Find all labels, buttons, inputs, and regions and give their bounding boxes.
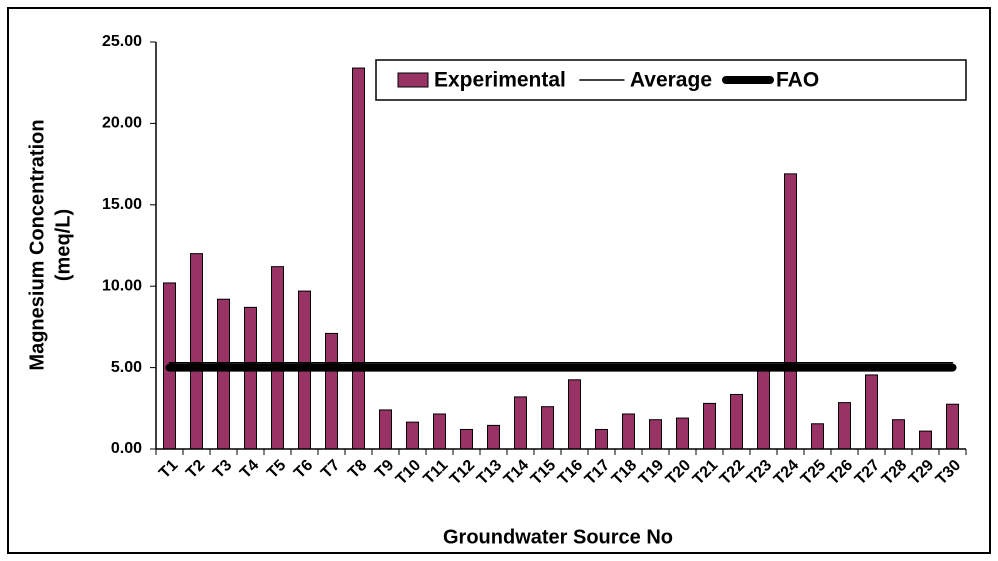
bar [838, 402, 851, 450]
bar [217, 298, 230, 450]
x-tick-label: T6 [291, 457, 316, 482]
x-tick-label: T30 [933, 457, 965, 489]
bar [892, 419, 905, 450]
bar [784, 173, 797, 450]
bar [946, 403, 959, 450]
x-tick-label: T16 [555, 457, 587, 489]
legend-box [375, 59, 967, 101]
x-tick-label: T3 [210, 457, 235, 482]
x-tick-label: T11 [420, 457, 451, 488]
x-tick-label: T27 [852, 457, 884, 489]
x-tick-label: T29 [906, 457, 938, 489]
bar [811, 423, 824, 450]
bar [352, 67, 365, 450]
x-tick-label: T28 [879, 457, 911, 489]
bar [649, 419, 662, 450]
legend-label: Average [630, 69, 712, 92]
bar [379, 409, 392, 450]
x-tick-label: T12 [447, 457, 479, 489]
bar [541, 406, 554, 450]
x-axis-title: Groundwater Source No [443, 526, 673, 548]
x-tick-label: T23 [744, 457, 776, 489]
x-tick-label: T2 [183, 457, 208, 482]
legend-swatch [397, 72, 429, 88]
bar [568, 379, 581, 450]
bar [595, 428, 608, 450]
x-tick-label: T24 [771, 457, 803, 489]
x-tick-label: T26 [825, 457, 857, 489]
y-axis-title: Magnesium Concentration [26, 119, 48, 370]
bar [757, 367, 770, 450]
bar [460, 428, 473, 450]
x-tick-label: T5 [264, 457, 289, 482]
bar [406, 421, 419, 450]
x-tick-label: T10 [393, 457, 425, 489]
x-tick-label: T19 [636, 457, 668, 489]
x-tick-label: T18 [609, 457, 641, 489]
bar [622, 413, 635, 450]
y-tick-label: 5.00 [111, 359, 142, 376]
bar [703, 402, 716, 450]
x-tick-label: T8 [345, 457, 370, 482]
y-axis-title: (meq/L) [52, 209, 74, 281]
bar [919, 430, 932, 450]
bar [487, 424, 500, 450]
y-tick-label: 0.00 [111, 440, 142, 457]
y-tick-label: 20.00 [102, 115, 142, 132]
bar [865, 374, 878, 450]
x-tick-label: T20 [663, 457, 695, 489]
x-tick-label: T17 [582, 457, 614, 489]
bar [514, 396, 527, 450]
x-tick-label: T4 [237, 457, 262, 482]
x-tick-label: T22 [717, 457, 749, 489]
x-tick-label: T13 [474, 457, 506, 489]
x-tick-label: T7 [318, 457, 343, 482]
chart-frame [7, 7, 991, 554]
legend-label: FAO [776, 69, 819, 92]
x-tick-label: T25 [798, 457, 830, 489]
y-tick-label: 15.00 [102, 196, 142, 213]
x-tick-label: T14 [501, 457, 533, 489]
bar [244, 306, 257, 450]
bar [730, 393, 743, 450]
x-tick-label: T21 [690, 457, 722, 489]
bar [433, 413, 446, 450]
bar [190, 253, 203, 450]
y-tick-label: 25.00 [102, 33, 142, 50]
bar [676, 417, 689, 450]
x-tick-label: T1 [156, 457, 181, 482]
bar [325, 332, 338, 450]
legend-label: Experimental [434, 69, 566, 92]
x-tick-label: T15 [528, 457, 560, 489]
y-tick-label: 10.00 [102, 277, 142, 294]
bar [271, 266, 284, 450]
